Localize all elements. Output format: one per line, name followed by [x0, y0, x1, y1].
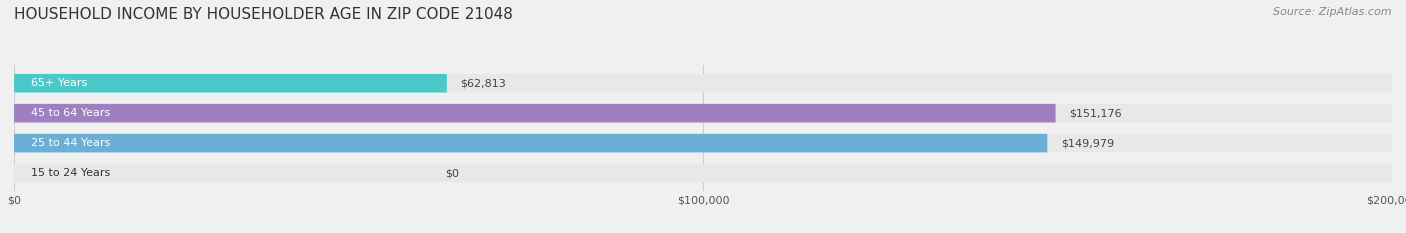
- FancyBboxPatch shape: [14, 134, 1047, 152]
- Text: $149,979: $149,979: [1062, 138, 1114, 148]
- Text: $0: $0: [444, 168, 458, 178]
- FancyBboxPatch shape: [14, 104, 1056, 123]
- FancyBboxPatch shape: [14, 74, 1392, 93]
- FancyBboxPatch shape: [14, 74, 447, 93]
- Text: $62,813: $62,813: [461, 78, 506, 88]
- Text: 65+ Years: 65+ Years: [31, 78, 87, 88]
- Text: $151,176: $151,176: [1070, 108, 1122, 118]
- Text: 15 to 24 Years: 15 to 24 Years: [31, 168, 111, 178]
- Text: Source: ZipAtlas.com: Source: ZipAtlas.com: [1274, 7, 1392, 17]
- FancyBboxPatch shape: [14, 134, 1392, 152]
- Text: 45 to 64 Years: 45 to 64 Years: [31, 108, 111, 118]
- FancyBboxPatch shape: [14, 104, 1392, 123]
- Text: 25 to 44 Years: 25 to 44 Years: [31, 138, 111, 148]
- Text: HOUSEHOLD INCOME BY HOUSEHOLDER AGE IN ZIP CODE 21048: HOUSEHOLD INCOME BY HOUSEHOLDER AGE IN Z…: [14, 7, 513, 22]
- FancyBboxPatch shape: [14, 164, 1392, 182]
